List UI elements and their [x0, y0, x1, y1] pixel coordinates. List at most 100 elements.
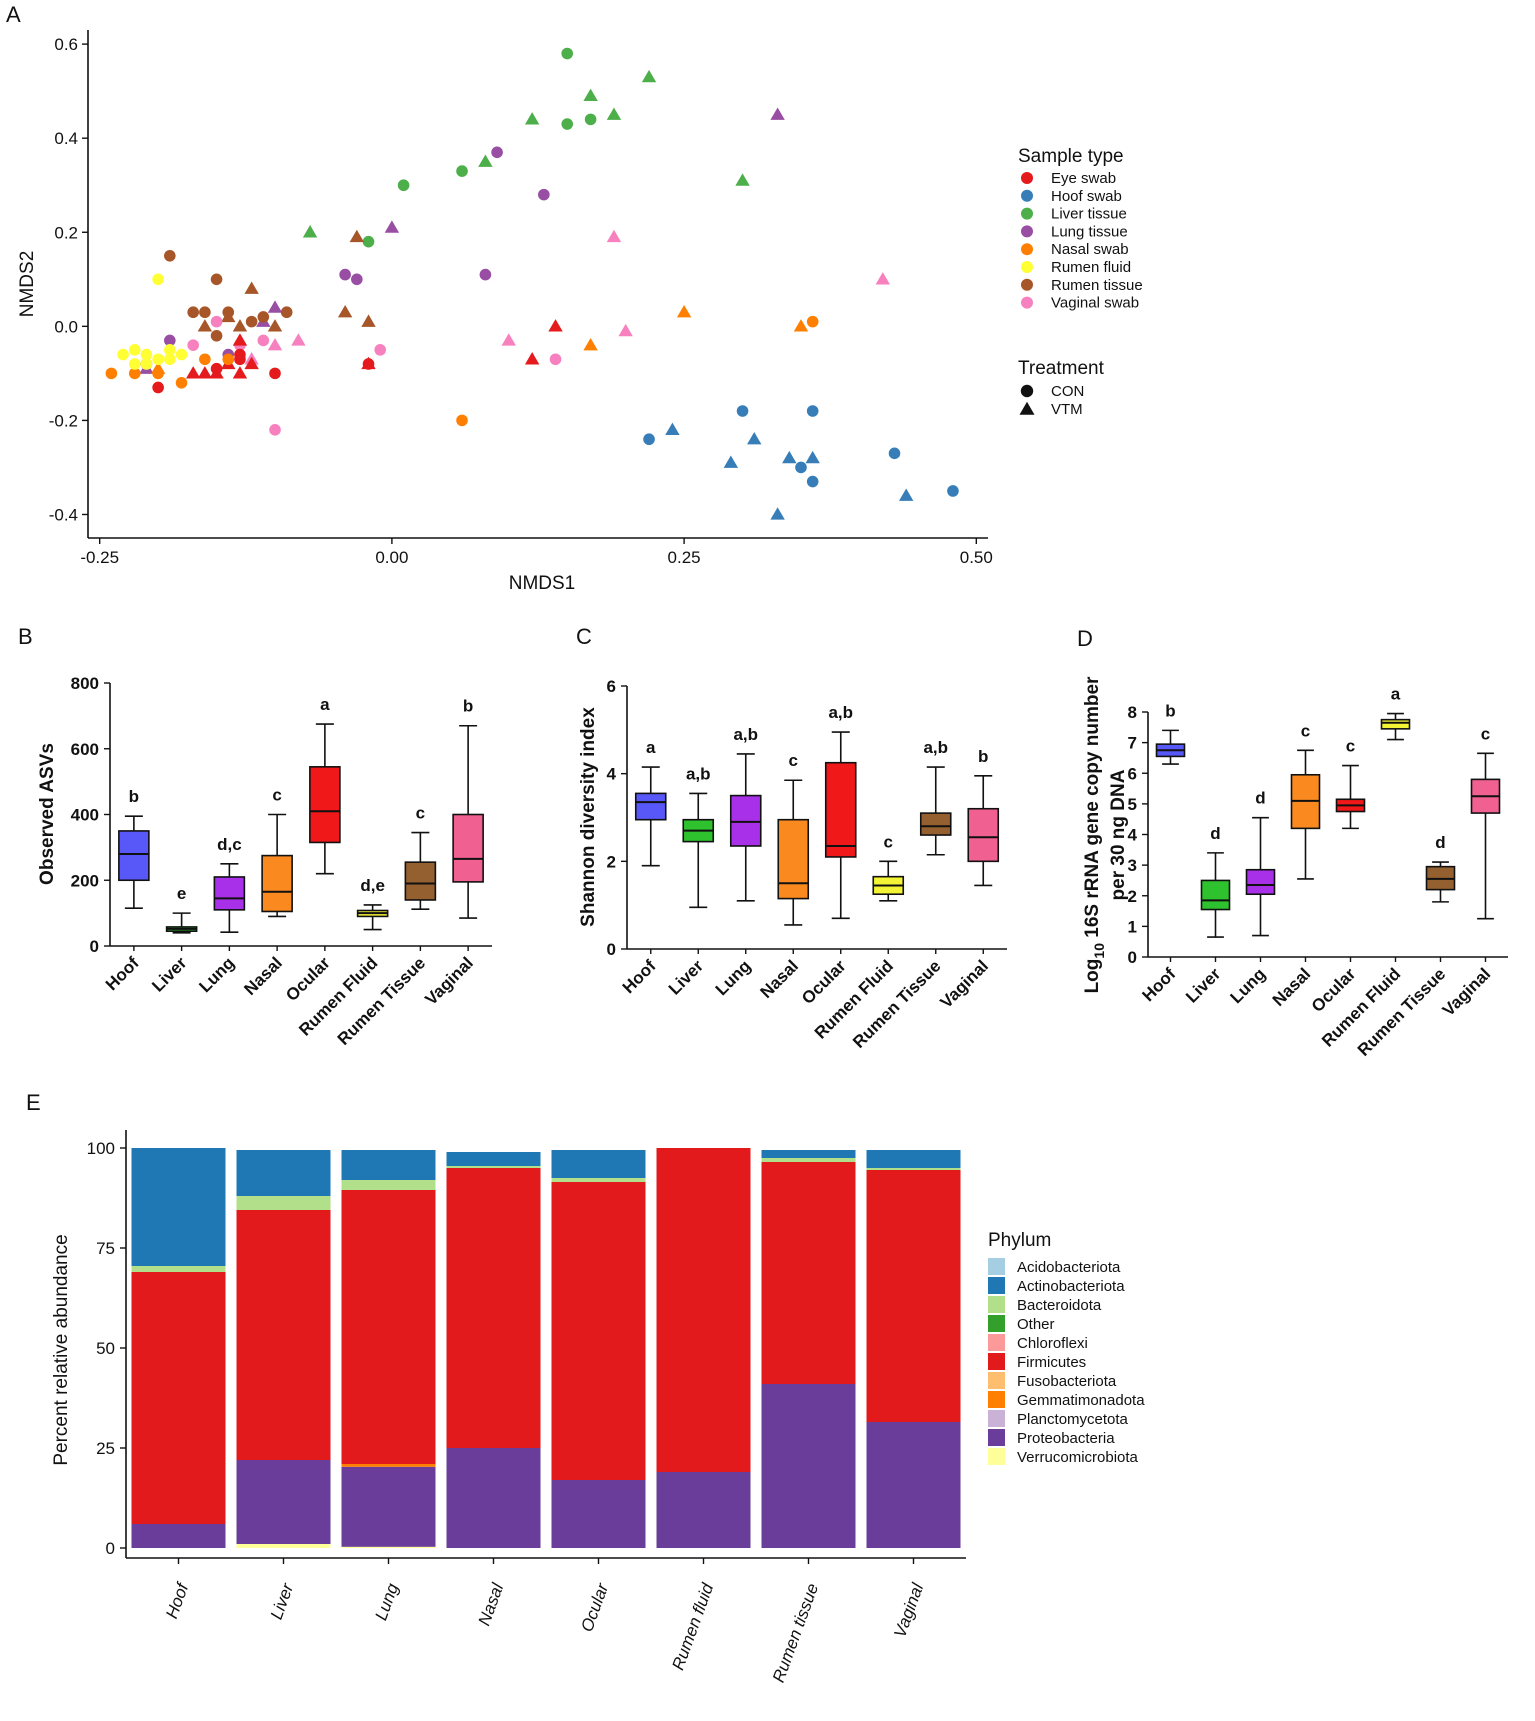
data-point	[128, 344, 141, 356]
bar-segment	[446, 1168, 541, 1448]
x-tick-label: Lung	[195, 953, 238, 996]
data-point	[244, 281, 259, 294]
significance-letter: e	[177, 884, 186, 903]
significance-letter: b	[129, 787, 139, 806]
significance-letter: c	[789, 751, 798, 770]
bar-segment	[236, 1150, 331, 1196]
bar-hoof	[131, 1148, 226, 1548]
bar-segment	[446, 1448, 541, 1548]
significance-letter: c	[1346, 737, 1355, 756]
y-tick-label: 800	[71, 674, 99, 693]
legend-shape	[1019, 401, 1035, 415]
bar-segment	[341, 1546, 436, 1548]
box-body	[777, 818, 810, 900]
data-point	[478, 154, 493, 167]
bar-segment	[761, 1158, 856, 1162]
data-point	[351, 273, 363, 286]
box-body	[213, 876, 246, 911]
significance-letter: a,b	[923, 738, 948, 757]
data-point	[362, 235, 375, 248]
data-point	[479, 268, 492, 281]
legend-label: Acidobacteriota	[1017, 1259, 1121, 1276]
significance-letter: d	[1210, 824, 1220, 843]
data-point	[583, 337, 598, 351]
legend-swatch	[988, 1429, 1005, 1446]
data-point	[197, 366, 213, 379]
legend-swatch	[988, 1353, 1005, 1370]
panel-b: B 0 200 400 600 800 b Hoof e Liver d,c Lung c Nasal a O…	[18, 624, 492, 1049]
box-lung: d	[1245, 789, 1276, 937]
bar-segment	[761, 1150, 856, 1158]
box-body	[309, 766, 341, 844]
y-tick-label: 8	[1128, 703, 1137, 722]
box-liver: d	[1200, 824, 1231, 938]
legend-label: Hoof swab	[1051, 188, 1122, 205]
bar-segment	[236, 1460, 331, 1544]
bar-lung	[341, 1150, 436, 1548]
x-tick-label: Liver	[148, 953, 190, 995]
bar-nasal	[446, 1152, 541, 1548]
data-point	[164, 334, 176, 347]
data-point	[795, 461, 807, 474]
bar-segment	[131, 1272, 226, 1524]
data-point	[337, 305, 353, 318]
bar-segment	[236, 1210, 331, 1460]
data-point	[128, 358, 141, 370]
data-point	[491, 146, 503, 159]
data-point	[140, 348, 153, 361]
legend-label: Other	[1017, 1316, 1055, 1333]
x-tick-label: Liver	[665, 956, 707, 998]
data-point	[140, 358, 153, 370]
y-axis-title: Observed ASVs	[37, 743, 58, 885]
bar-ocular	[551, 1150, 646, 1548]
bar-vaginal	[866, 1150, 961, 1548]
data-point	[185, 366, 201, 379]
y-tick-label: 200	[71, 871, 99, 890]
box-rumen-tissue: a,b	[919, 738, 952, 856]
data-point	[267, 337, 283, 351]
x-tick-label: Hoof	[102, 953, 143, 994]
legend-label: Rumen tissue	[1051, 277, 1143, 294]
significance-letter: d,c	[217, 835, 242, 854]
legend-label: Actinobacteriota	[1017, 1278, 1125, 1295]
significance-letter: d	[1435, 833, 1445, 852]
box-ocular: c	[1335, 737, 1366, 830]
y-tick-label: 0.6	[54, 35, 78, 54]
x-tick-label: Rumen tissue	[769, 1581, 822, 1685]
data-point	[735, 173, 750, 186]
legend-title-phylum: Phylum	[988, 1230, 1051, 1251]
box-rumen-tissue: d	[1425, 833, 1456, 903]
box-body	[1200, 879, 1231, 911]
data-point	[524, 112, 540, 125]
legend-swatch	[988, 1258, 1005, 1275]
legend-swatch	[988, 1391, 1005, 1408]
legend-label: Lung tissue	[1051, 223, 1128, 240]
data-point	[676, 305, 692, 318]
data-point	[152, 381, 164, 394]
box-body	[118, 830, 150, 882]
data-point	[232, 366, 248, 379]
y-tick-label: 25	[96, 1439, 115, 1458]
bar-segment	[131, 1524, 226, 1548]
legend-swatch	[1021, 261, 1033, 273]
data-point	[175, 376, 188, 389]
x-tick-label: Vaginal	[937, 956, 993, 1012]
bar-segment	[551, 1182, 646, 1480]
data-point	[117, 348, 129, 361]
significance-letter: a	[1391, 685, 1401, 704]
panel-label-a: A	[6, 2, 21, 27]
y-tick-label: 0	[1128, 948, 1137, 967]
legend-label: VTM	[1051, 401, 1083, 418]
bar-segment	[551, 1178, 646, 1182]
legend-label: Vaginal swab	[1051, 295, 1139, 312]
data-point	[805, 450, 820, 464]
legend-label: CON	[1051, 383, 1084, 400]
x-tick-label: Nasal	[240, 953, 286, 999]
box-body	[967, 807, 1000, 863]
legend-label: Liver tissue	[1051, 206, 1127, 223]
box-ocular: a,b	[824, 703, 857, 920]
data-point	[584, 113, 597, 126]
legend-shape	[1020, 384, 1034, 398]
x-axis-title: NMDS1	[509, 573, 576, 594]
x-tick-label: Rumen Tissue	[849, 956, 944, 1051]
